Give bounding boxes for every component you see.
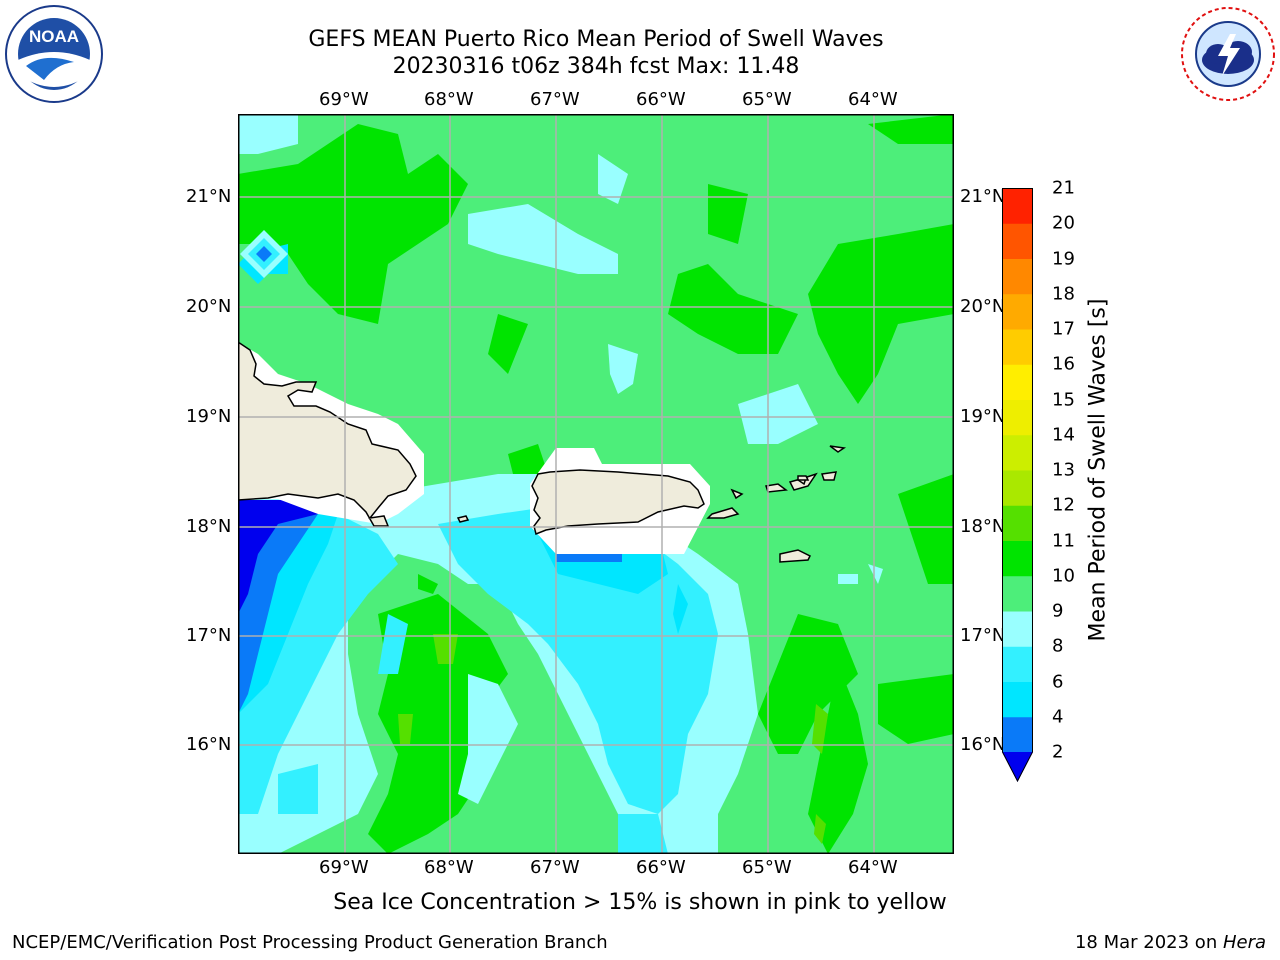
colorbar-band xyxy=(1002,223,1033,259)
field-under-2 xyxy=(238,500,338,614)
lon-label-bottom: 66°W xyxy=(636,857,686,878)
field-11-12-patches xyxy=(398,634,828,844)
lon-label-top: 67°W xyxy=(530,89,580,110)
lon-label-bottom: 64°W xyxy=(848,857,898,878)
colorbar-band xyxy=(1002,540,1033,577)
footer-date-text: 18 Mar 2023 on xyxy=(1074,932,1223,953)
noaa-logo: NOAA xyxy=(5,5,103,103)
lat-label-left: 21°N xyxy=(186,186,232,207)
field-2-4-regions xyxy=(238,514,622,714)
colorbar-band xyxy=(1002,646,1033,682)
field-diamond-feature xyxy=(240,230,288,278)
colorbar-tick-label: 13 xyxy=(1052,459,1075,481)
colorbar-tick-label: 4 xyxy=(1052,706,1064,728)
footer-date: 18 Mar 2023 on Hera xyxy=(1075,932,1266,953)
lon-label-top: 65°W xyxy=(742,89,792,110)
chart-subtitle: 20230316 t06z 384h fcst Max: 11.48 xyxy=(392,54,800,79)
lat-label-right: 20°N xyxy=(960,296,1006,317)
colorbar-band xyxy=(1002,575,1033,612)
colorbar-band xyxy=(1002,434,1033,471)
colorbar-tick-label: 14 xyxy=(1052,424,1075,446)
chart-title: GEFS MEAN Puerto Rico Mean Period of Swe… xyxy=(308,27,884,52)
footer-branch: NCEP/EMC/Verification Post Processing Pr… xyxy=(12,932,608,953)
grid-lines xyxy=(238,114,954,854)
colorbar-tick-label: 15 xyxy=(1052,389,1075,410)
colorbar-tick-label: 2 xyxy=(1052,741,1064,763)
colorbar-tick-label: 21 xyxy=(1052,177,1075,199)
colorbar-band xyxy=(1002,681,1033,718)
colorbar-tick-label: 16 xyxy=(1052,353,1075,375)
lat-label-right: 17°N xyxy=(960,625,1006,646)
sea-ice-note: Sea Ice Concentration > 15% is shown in … xyxy=(333,890,947,915)
colorbar xyxy=(1002,188,1033,782)
colorbar-band xyxy=(1002,611,1033,647)
lon-label-top: 68°W xyxy=(424,89,474,110)
colorbar-band xyxy=(1002,470,1033,506)
lat-label-left: 17°N xyxy=(186,625,232,646)
colorbar-tick-label: 17 xyxy=(1052,318,1075,340)
colorbar-outline xyxy=(1002,188,1033,782)
colorbar-tick-label: 9 xyxy=(1052,600,1064,622)
nws-logo xyxy=(1180,6,1276,102)
colorbar-band xyxy=(1002,293,1033,330)
lat-label-right: 19°N xyxy=(960,406,1006,427)
lon-label-top: 66°W xyxy=(636,89,686,110)
colorbar-tick-label: 11 xyxy=(1052,530,1075,551)
lon-label-top: 64°W xyxy=(848,89,898,110)
colorbar-band xyxy=(1002,188,1033,224)
svg-text:NOAA: NOAA xyxy=(29,27,79,46)
colorbar-band xyxy=(1002,716,1033,753)
colorbar-tick-label: 19 xyxy=(1052,248,1075,269)
lat-label-left: 20°N xyxy=(186,296,232,317)
footer-host: Hera xyxy=(1222,932,1266,953)
colorbar-tick-label: 10 xyxy=(1052,565,1075,587)
colorbar-band xyxy=(1002,329,1033,365)
lon-label-bottom: 67°W xyxy=(530,857,580,878)
colorbar-tick-label: 8 xyxy=(1052,635,1064,657)
colorbar-under-triangle xyxy=(1002,752,1033,782)
colorbar-band xyxy=(1002,364,1033,400)
lon-label-bottom: 65°W xyxy=(742,857,792,878)
colorbar-band xyxy=(1002,399,1033,436)
lon-label-bottom: 69°W xyxy=(319,857,369,878)
colorbar-band xyxy=(1002,505,1033,541)
field-10-11-regions xyxy=(238,114,954,854)
lon-label-bottom: 68°W xyxy=(424,857,474,878)
colorbar-tick-label: 12 xyxy=(1052,494,1075,516)
colorbar-bands xyxy=(1002,188,1033,753)
colorbar-tick-label: 18 xyxy=(1052,283,1075,305)
land-areas xyxy=(237,340,847,563)
map-frame xyxy=(238,114,954,854)
lon-label-top: 69°W xyxy=(319,89,369,110)
colorbar-tick-label: 20 xyxy=(1052,212,1075,234)
lat-label-left: 18°N xyxy=(186,516,232,537)
lat-label-right: 16°N xyxy=(960,734,1006,755)
map-panel xyxy=(237,114,954,854)
lat-label-left: 16°N xyxy=(186,734,232,755)
lat-label-left: 19°N xyxy=(186,406,232,427)
lat-label-right: 21°N xyxy=(960,186,1006,207)
swell-period-map xyxy=(237,114,954,854)
colorbar-band xyxy=(1002,258,1033,295)
colorbar-tick-label: 6 xyxy=(1052,671,1064,692)
lat-label-right: 18°N xyxy=(960,516,1006,537)
colorbar-title: Mean Period of Swell Waves [s] xyxy=(1085,298,1111,642)
